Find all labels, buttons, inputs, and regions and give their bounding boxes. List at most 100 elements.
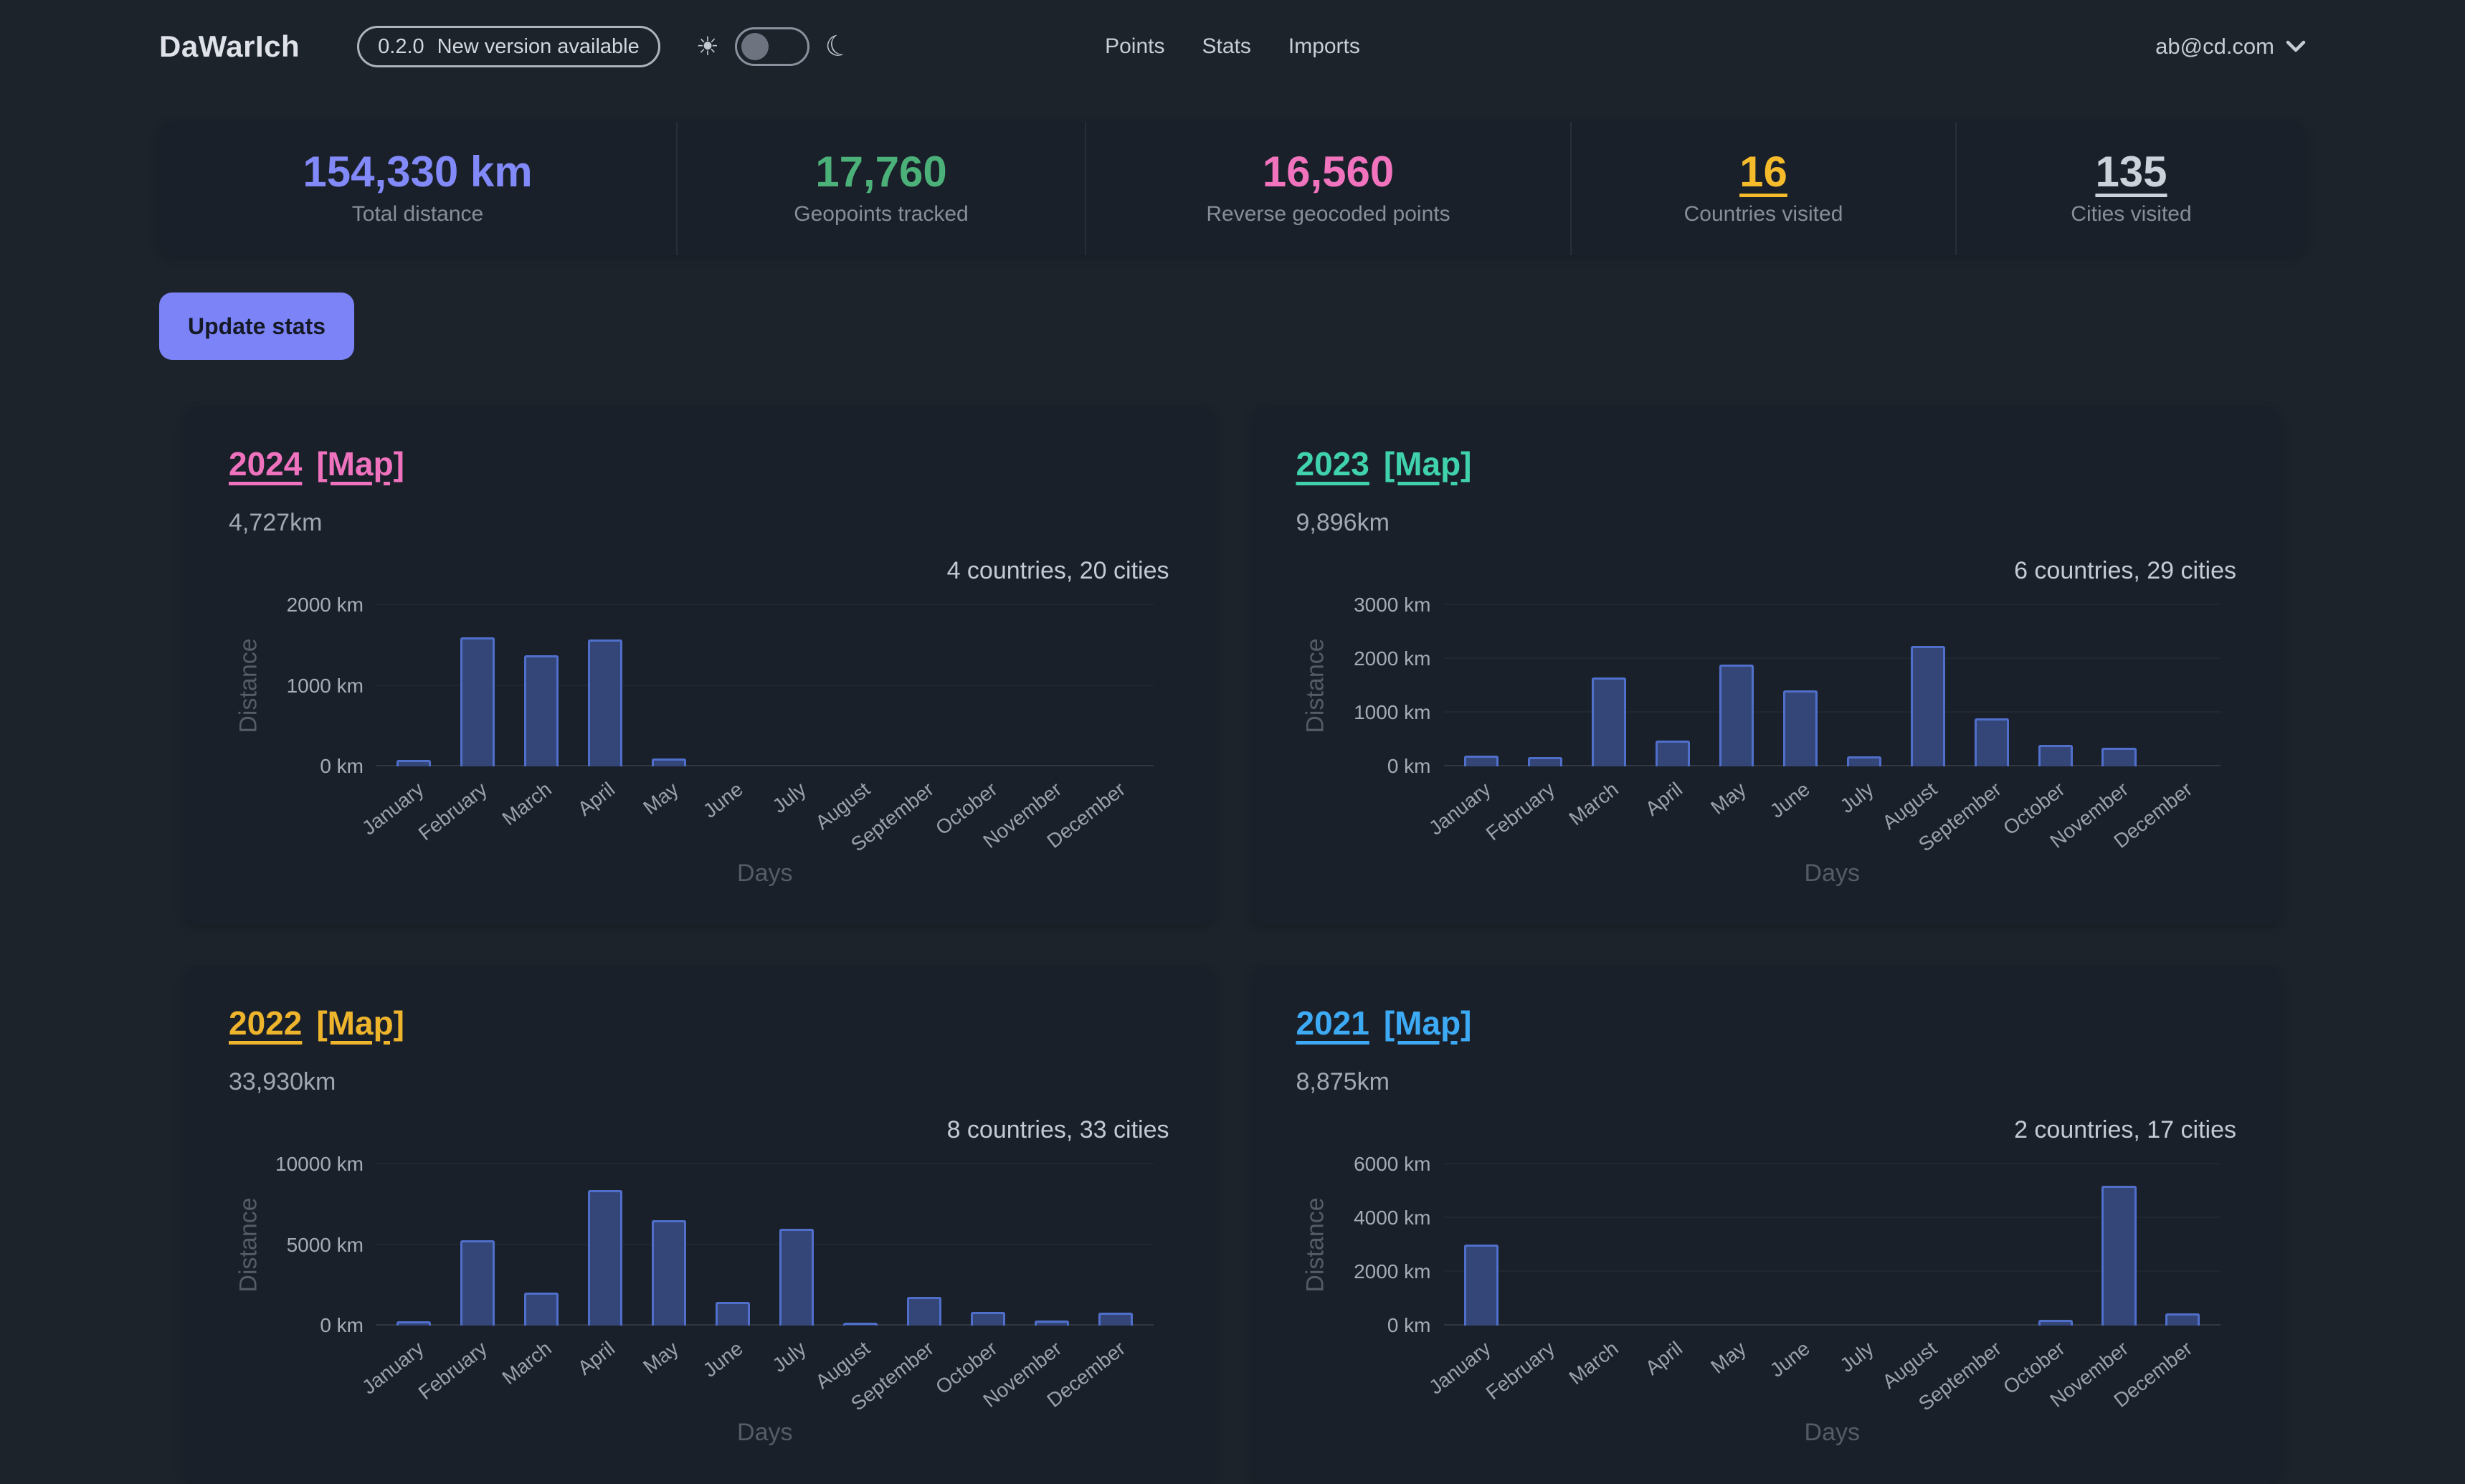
nav-link-stats[interactable]: Stats [1202,34,1251,58]
year-chart: Distance 0 km 2000 km 4000 km 6000 km January… [1296,1153,2237,1447]
theme-toggle[interactable] [735,27,810,66]
x-tick-label: May [639,1337,683,1379]
year-link[interactable]: 2024 [229,445,303,482]
x-tick-label: May [1706,1337,1750,1379]
bar-slot [701,605,765,766]
y-axis-title: Distance [229,605,269,766]
bar-slot [1577,1164,1640,1326]
year-link[interactable]: 2022 [229,1004,303,1042]
chart-bar [2101,1186,2137,1326]
bar-slot [382,1164,446,1326]
x-tick-slot: March [498,1326,574,1417]
moon-icon: ☾ [821,27,855,66]
bar-slot [1704,605,1768,766]
chart-bar [524,1292,559,1326]
bar-slot [1768,605,1832,766]
bar-slot [574,1164,637,1326]
y-axis-title-text: Distance [1302,638,1329,733]
x-tick-slot: May [637,1326,701,1417]
y-axis-title-text: Distance [1302,1197,1329,1293]
x-tick-slot: June [698,1326,765,1417]
y-tick-label: 1000 km [286,674,364,697]
map-link[interactable]: [Map] [1383,445,1472,482]
y-tick-label: 3000 km [1354,594,1431,616]
y-axis-title: Distance [1296,605,1336,766]
sun-icon: ☀ [695,32,720,61]
chart-bar [716,1302,751,1326]
bars [1444,1164,2221,1326]
y-tick-label: 2000 km [1354,1260,1431,1283]
chart-bar [588,639,623,766]
year-card-title: 2024 [Map] [229,444,1169,483]
nav-link-imports[interactable]: Imports [1288,34,1360,58]
y-tick-label: 0 km [320,1314,364,1336]
nav-link-points[interactable]: Points [1105,34,1165,58]
year-card-title: 2021 [Map] [1296,1004,2237,1042]
version-badge[interactable]: 0.2.0 New version available [357,26,660,67]
year-link[interactable]: 2023 [1296,445,1369,482]
bars [376,1164,1154,1326]
bar-slot [446,605,510,766]
stat-label: Total distance [351,202,484,226]
bar-slot [701,1164,765,1326]
year-link[interactable]: 2021 [1296,1004,1369,1042]
bar-slot [2023,1164,2087,1326]
gridline [1443,711,2221,713]
chart-bar [1527,757,1562,766]
chart-bar [460,1240,495,1326]
map-link[interactable]: [Map] [316,1004,404,1042]
bar-slot [1832,1164,1896,1326]
version-number: 0.2.0 [378,34,424,58]
x-axis-title: Days [1804,1419,1860,1446]
x-tick-label: July [768,778,811,818]
bar-slot [2087,1164,2151,1326]
app-header: DaWarIch 0.2.0 New version available ☀ ☾… [159,0,2306,93]
gridline [376,1324,1154,1326]
countries-visited-link[interactable]: 16 [1739,148,1787,196]
bar-slot [446,1164,510,1326]
chart-bar [2038,1320,2073,1326]
y-axis-title-text: Distance [234,638,262,733]
x-tick-label: June [1765,1337,1814,1381]
gridline [1443,1270,2221,1273]
chart-bar [971,1311,1006,1326]
year-card-2022: 2022 [Map] 33,930km 8 countries, 33 citi… [184,966,1214,1484]
bar-slot [2023,605,2087,766]
chart-bar [1782,690,1818,766]
year-distance: 8,875km [1296,1068,1390,1095]
bar-slot [1896,605,1960,766]
bar-slot [829,605,893,766]
update-stats-button[interactable]: Update stats [159,292,355,360]
gridline [376,604,1154,605]
user-menu[interactable]: ab@cd.com [2155,34,2306,60]
year-distance: 4,727km [229,509,323,536]
year-distance: 33,930km [229,1068,336,1095]
x-tick-slot: May [637,766,701,858]
map-link[interactable]: [Map] [1383,1004,1472,1042]
x-tick-slot: June [1765,1326,1832,1417]
chart-bar [1591,677,1626,766]
toggle-knob [741,33,769,60]
theme-controls: ☀ ☾ [695,27,855,66]
y-tick-label: 4000 km [1354,1207,1431,1229]
plot: 0 km 5000 km 10000 km [275,1153,1154,1336]
chart-bar [1463,1245,1499,1326]
plot: 0 km 1000 km 2000 km 3000 km [1354,594,2221,777]
x-tick-label: April [574,778,619,820]
app-logo[interactable]: DaWarIch [159,29,300,63]
stat-label: Reverse geocoded points [1206,202,1450,226]
year-chart: Distance 0 km 1000 km 2000 km January Februar… [229,594,1169,888]
cities-visited-link[interactable]: 135 [2095,148,2167,196]
year-summary: 2 countries, 17 cities [2014,1116,2236,1143]
bar-slot [382,605,446,766]
map-link[interactable]: [Map] [316,445,404,482]
y-tick-label: 0 km [1387,755,1431,777]
x-tick-slot: April [574,766,637,858]
x-tick-label: June [1765,778,1814,822]
bar-slot [1896,1164,1960,1326]
stat-reverse-geocoded: 16,560 Reverse geocoded points [1085,122,1570,255]
chart-bar [652,758,687,766]
stats-summary-card: 154,330 km Total distance 17,760 Geopoin… [159,122,2306,255]
x-tick-slot: March [1565,1326,1640,1417]
plot: 0 km 2000 km 4000 km 6000 km [1354,1153,2221,1336]
